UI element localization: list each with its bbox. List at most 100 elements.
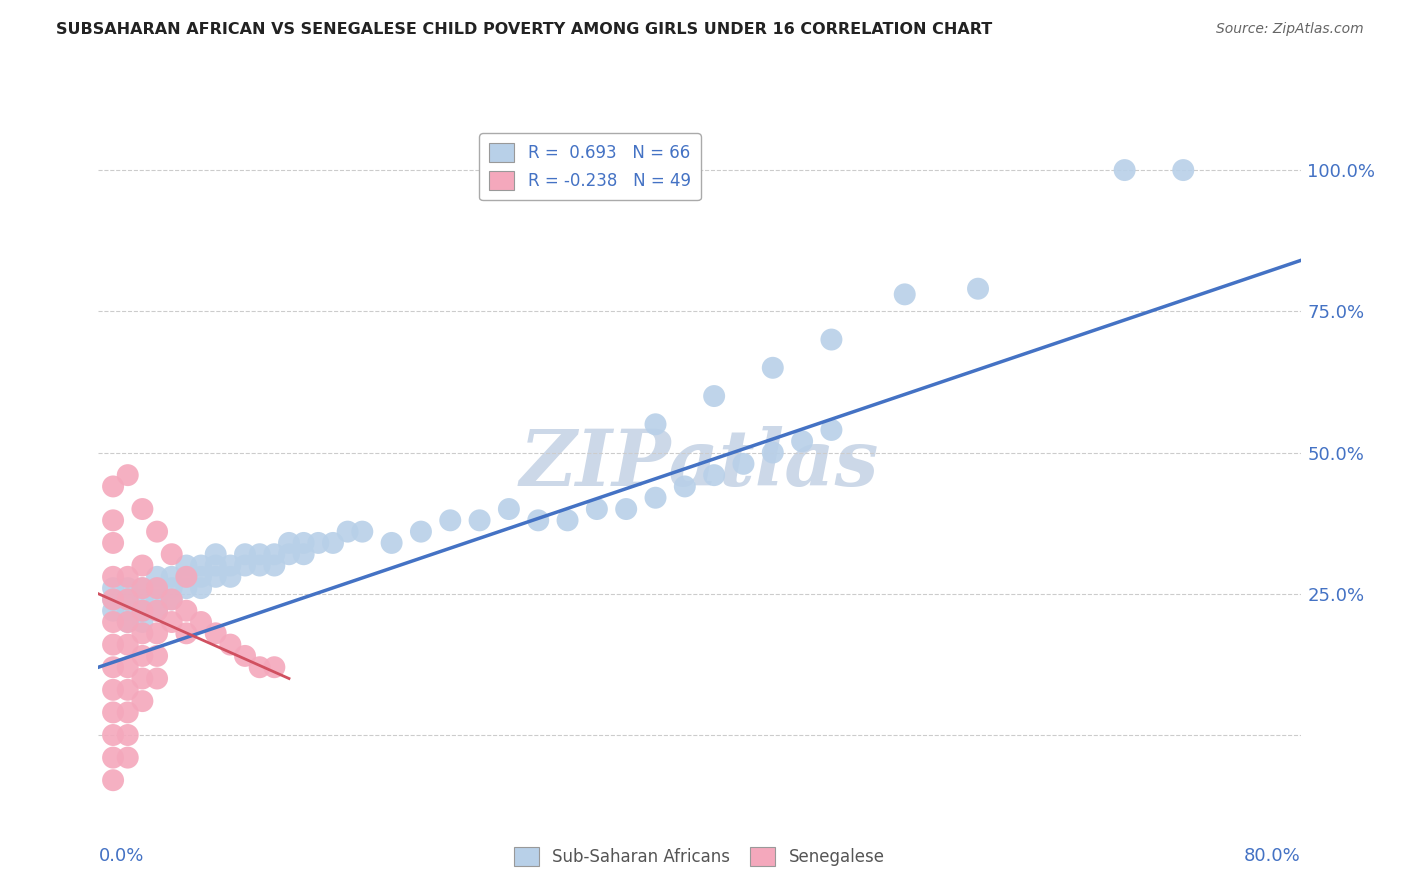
Point [160, 570, 183, 584]
Point [204, 626, 226, 640]
Point [176, 626, 198, 640]
Point [703, 389, 725, 403]
Point [278, 536, 301, 550]
Point [117, 468, 139, 483]
Point [117, 615, 139, 629]
Point [498, 502, 520, 516]
Point [703, 468, 725, 483]
Point [131, 648, 153, 663]
Point [101, 615, 124, 629]
Point [101, 728, 124, 742]
Point [146, 592, 169, 607]
Point [219, 638, 242, 652]
Point [146, 604, 169, 618]
Point [263, 660, 285, 674]
Point [146, 648, 169, 663]
Point [101, 536, 124, 550]
Point [146, 672, 169, 686]
Point [117, 604, 139, 618]
Point [557, 513, 579, 527]
Point [131, 502, 153, 516]
Point [233, 558, 256, 573]
Point [249, 660, 271, 674]
Point [292, 536, 315, 550]
Point [190, 558, 212, 573]
Point [160, 592, 183, 607]
Point [233, 648, 256, 663]
Point [1114, 163, 1136, 178]
Point [644, 417, 666, 432]
Point [160, 581, 183, 595]
Point [101, 660, 124, 674]
Point [101, 706, 124, 720]
Point [307, 536, 329, 550]
Point [204, 570, 226, 584]
Point [176, 570, 198, 584]
Point [233, 547, 256, 561]
Point [278, 547, 301, 561]
Point [762, 445, 785, 459]
Point [131, 592, 153, 607]
Point [820, 423, 842, 437]
Text: 80.0%: 80.0% [1244, 847, 1301, 865]
Point [644, 491, 666, 505]
Point [146, 524, 169, 539]
Point [117, 706, 139, 720]
Point [219, 570, 242, 584]
Point [790, 434, 813, 449]
Point [249, 547, 271, 561]
Point [586, 502, 609, 516]
Point [146, 581, 169, 595]
Point [131, 604, 153, 618]
Text: ZIPatlas: ZIPatlas [520, 425, 879, 502]
Point [101, 682, 124, 697]
Point [101, 592, 124, 607]
Point [117, 750, 139, 764]
Point [190, 570, 212, 584]
Text: Source: ZipAtlas.com: Source: ZipAtlas.com [1216, 22, 1364, 37]
Point [101, 513, 124, 527]
Point [101, 581, 124, 595]
Legend: Sub-Saharan Africans, Senegalese: Sub-Saharan Africans, Senegalese [508, 840, 891, 872]
Point [117, 638, 139, 652]
Point [967, 282, 990, 296]
Point [117, 592, 139, 607]
Point [468, 513, 491, 527]
Point [131, 672, 153, 686]
Text: 0.0%: 0.0% [98, 847, 143, 865]
Point [117, 570, 139, 584]
Point [249, 558, 271, 573]
Point [101, 638, 124, 652]
Point [117, 728, 139, 742]
Point [176, 581, 198, 595]
Point [101, 570, 124, 584]
Text: SUBSAHARAN AFRICAN VS SENEGALESE CHILD POVERTY AMONG GIRLS UNDER 16 CORRELATION : SUBSAHARAN AFRICAN VS SENEGALESE CHILD P… [56, 22, 993, 37]
Point [101, 479, 124, 493]
Point [673, 479, 696, 493]
Point [131, 615, 153, 629]
Point [117, 660, 139, 674]
Point [176, 604, 198, 618]
Point [893, 287, 915, 301]
Point [146, 570, 169, 584]
Point [614, 502, 637, 516]
Point [131, 581, 153, 595]
Point [131, 604, 153, 618]
Point [263, 558, 285, 573]
Point [527, 513, 550, 527]
Point [131, 581, 153, 595]
Point [439, 513, 461, 527]
Point [117, 615, 139, 629]
Point [336, 524, 359, 539]
Point [146, 581, 169, 595]
Point [117, 682, 139, 697]
Point [117, 592, 139, 607]
Point [176, 570, 198, 584]
Point [352, 524, 374, 539]
Point [1173, 163, 1195, 178]
Point [176, 558, 198, 573]
Point [322, 536, 344, 550]
Point [160, 615, 183, 629]
Point [190, 581, 212, 595]
Point [381, 536, 404, 550]
